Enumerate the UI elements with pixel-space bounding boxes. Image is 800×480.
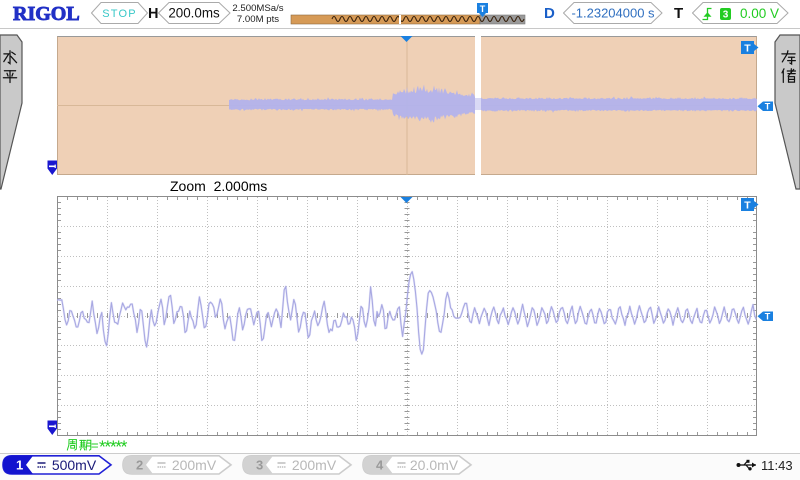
svg-text:T: T xyxy=(744,200,751,212)
svg-text:3: 3 xyxy=(256,458,263,473)
svg-text:*****: ***** xyxy=(99,437,128,453)
svg-text:500mV: 500mV xyxy=(52,457,97,473)
svg-text:T: T xyxy=(480,4,486,14)
svg-text:T: T xyxy=(744,43,751,55)
svg-text:20.0mV: 20.0mV xyxy=(410,457,459,473)
svg-text:STOP: STOP xyxy=(102,8,137,20)
svg-text:T: T xyxy=(765,102,771,112)
svg-text:2: 2 xyxy=(136,458,143,473)
svg-text:T: T xyxy=(765,312,771,322)
svg-text:-1.23204000 s: -1.23204000 s xyxy=(571,6,655,21)
svg-text:200mV: 200mV xyxy=(292,457,337,473)
svg-text:0.00 V: 0.00 V xyxy=(740,6,779,21)
svg-text:200.0ms: 200.0ms xyxy=(168,6,220,21)
svg-text:3: 3 xyxy=(723,10,729,21)
svg-text:=: = xyxy=(91,438,99,453)
svg-text:200mV: 200mV xyxy=(172,457,217,473)
svg-text:4: 4 xyxy=(376,458,384,473)
svg-text:1: 1 xyxy=(16,458,23,473)
